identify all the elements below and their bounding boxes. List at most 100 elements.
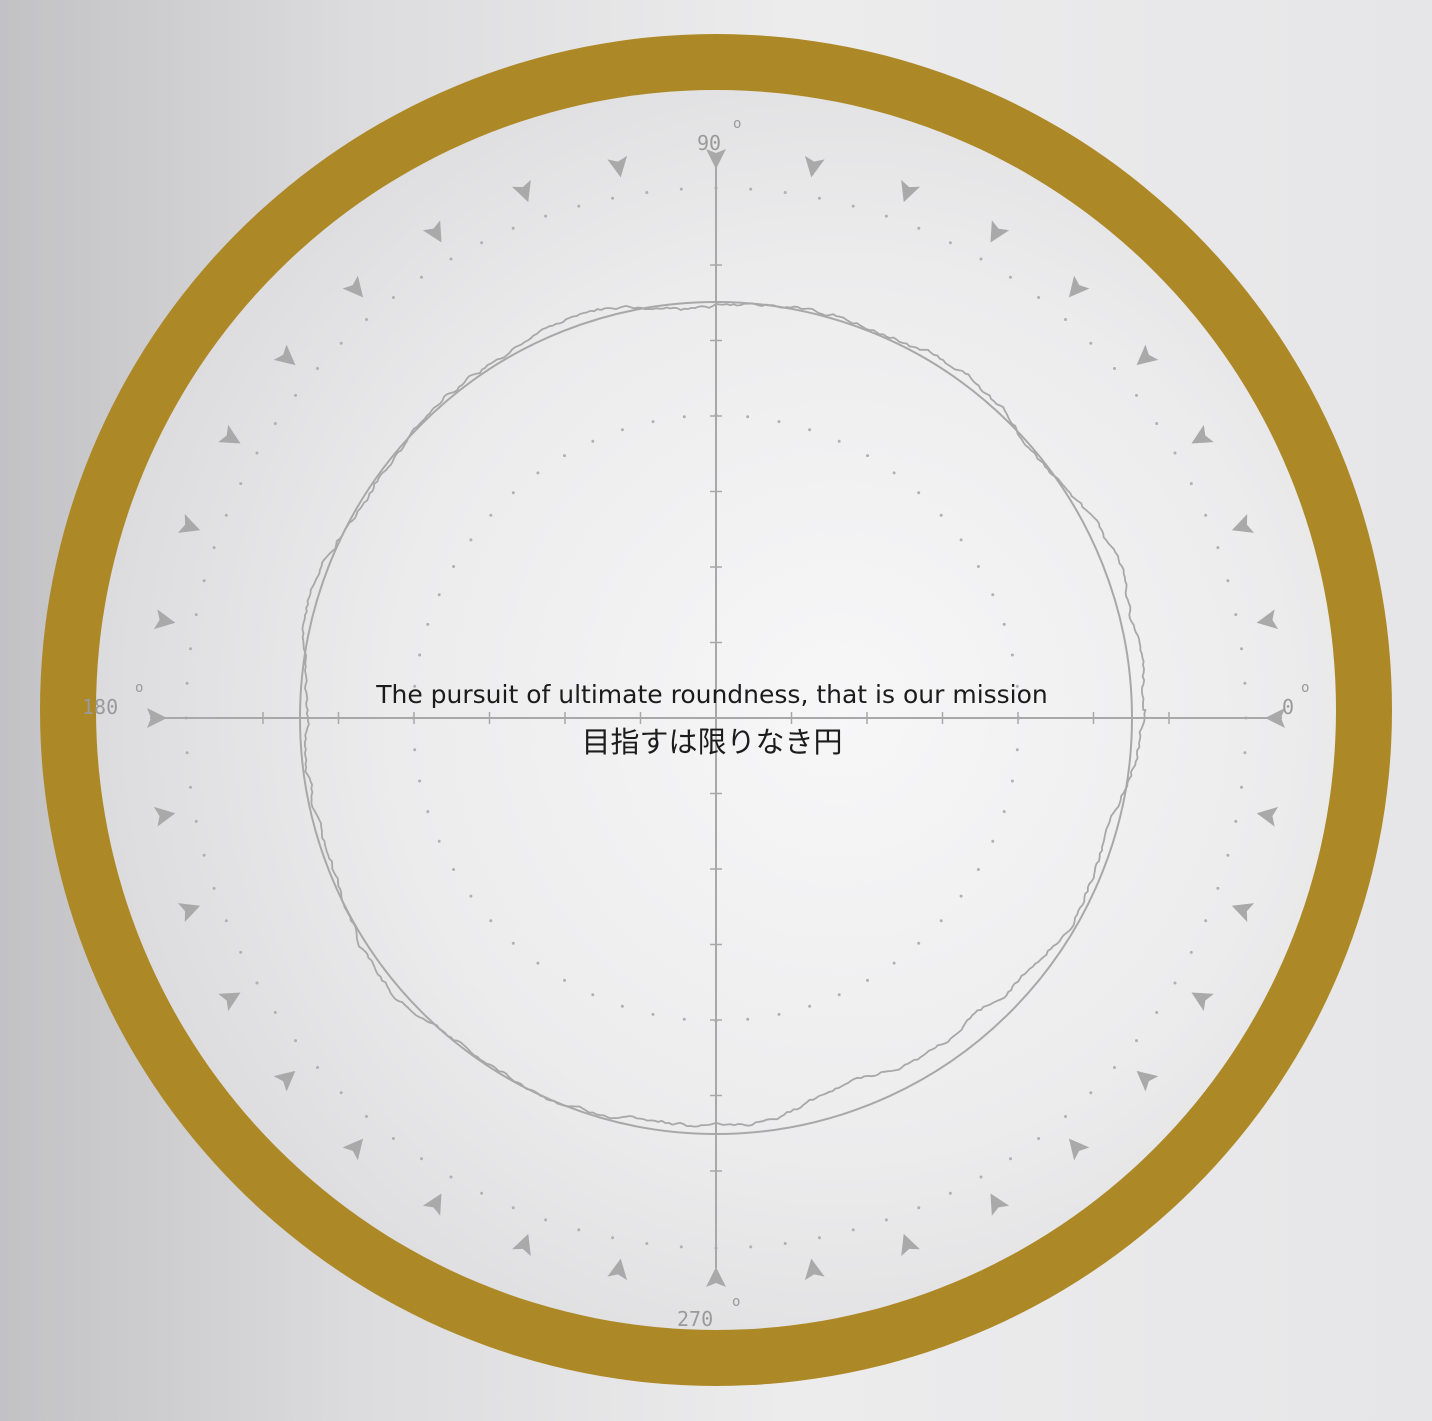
- outer-ring-dot: [645, 191, 649, 194]
- inner-ring-dot: [976, 868, 980, 871]
- inner-ring-dot: [991, 593, 995, 597]
- inner-ring-dot: [976, 565, 980, 568]
- inner-ring-dot: [489, 513, 493, 517]
- triangle-marker-icon: [990, 1193, 1010, 1216]
- inner-ring-dot: [469, 894, 473, 898]
- outer-ring-dot: [1189, 950, 1193, 954]
- outer-ring-dot: [611, 1236, 615, 1240]
- inner-ring-dot: [452, 868, 456, 871]
- triangle-marker-icon: [177, 903, 201, 922]
- triangle-marker-icon: [1256, 806, 1279, 827]
- inner-ring-dot: [939, 919, 943, 923]
- inner-ring-dot: [917, 941, 921, 945]
- inner-ring-dot: [746, 415, 750, 419]
- outer-ring-dot: [1204, 919, 1208, 923]
- mission-english: The pursuit of ultimate roundness, that …: [375, 680, 1048, 709]
- outer-ring-dot: [917, 226, 921, 230]
- outer-ring-dot: [1113, 1066, 1116, 1069]
- triangle-marker-icon: [607, 1258, 628, 1281]
- outer-ring-dot: [783, 191, 787, 194]
- outer-ring-dot: [189, 647, 192, 651]
- inner-ring-dot: [808, 1004, 812, 1008]
- outer-ring-dot: [511, 226, 515, 230]
- triangle-marker-icon: [177, 514, 201, 533]
- outer-ring-dot: [1037, 296, 1041, 299]
- angle-180-text: 180: [82, 695, 118, 719]
- triangle-marker-icon: [1191, 992, 1214, 1012]
- inner-ring-dot: [536, 471, 540, 475]
- triangle-marker-icon: [218, 424, 241, 444]
- outer-ring-dot: [212, 546, 216, 550]
- triangle-marker-icon: [1068, 275, 1090, 298]
- outer-ring-dot: [917, 1206, 921, 1210]
- outer-ring-dot: [420, 275, 423, 279]
- angle-0-text: 0: [1282, 695, 1294, 719]
- outer-ring-dot: [948, 241, 952, 245]
- dotted-reference-rings: [184, 186, 1248, 1250]
- inner-ring-dot: [892, 961, 896, 965]
- outer-ring-dot: [544, 214, 548, 218]
- inner-ring-dot: [418, 779, 422, 783]
- outer-ring-dot: [1113, 367, 1116, 370]
- inner-ring-dot: [426, 810, 430, 814]
- outer-ring-dot: [294, 1039, 297, 1043]
- outer-ring-dot: [1009, 275, 1012, 279]
- inner-ring-dot: [682, 1017, 686, 1021]
- inner-ring-dot: [746, 1017, 750, 1021]
- inner-ring-dot: [489, 919, 493, 923]
- outer-ring-dot: [202, 579, 206, 583]
- axes: [150, 160, 1282, 1268]
- triangle-marker-icon: [1256, 609, 1279, 630]
- angle-label-180: 180 o: [82, 680, 143, 719]
- outer-ring-dot: [1064, 1115, 1067, 1118]
- outer-ring-dot: [749, 187, 753, 191]
- inner-ring-dot: [866, 978, 869, 982]
- outer-ring-dot: [365, 318, 368, 321]
- outer-ring-dot: [185, 751, 189, 755]
- inner-ring-dot: [1010, 779, 1014, 783]
- triangle-marker-icon: [1231, 903, 1255, 922]
- outer-ring-dot: [224, 919, 228, 923]
- inner-ring-dot: [651, 420, 655, 424]
- outer-ring-dot: [1155, 1011, 1159, 1014]
- outer-ring-dot: [577, 204, 581, 208]
- outer-ring-dot: [365, 1115, 368, 1118]
- inner-ring-dot: [437, 593, 441, 597]
- angle-label-270: 270 o: [677, 1294, 740, 1331]
- outer-ring-dot: [1089, 341, 1093, 345]
- degree-symbol: o: [1301, 680, 1309, 696]
- degree-symbol: o: [733, 116, 741, 132]
- triangle-marker-icon: [990, 220, 1010, 243]
- triangle-marker-icon: [804, 155, 825, 178]
- outer-ring-dot: [817, 1236, 821, 1240]
- outer-ring-dot: [391, 1137, 395, 1140]
- outer-ring-dot: [679, 1245, 683, 1249]
- outer-ring-dot: [273, 422, 277, 425]
- outer-ring-dot: [979, 1175, 983, 1179]
- outer-ring-dot: [577, 1228, 581, 1232]
- inner-ring-dot: [563, 978, 566, 982]
- inner-ring-dot: [991, 839, 995, 843]
- outer-ring-dot: [884, 1218, 888, 1222]
- triangle-marker-icon: [1191, 424, 1214, 444]
- inner-ring-dot: [511, 491, 515, 495]
- outer-ring-dot: [194, 819, 198, 823]
- angle-label-0: 0 o: [1282, 680, 1309, 719]
- outer-ring-dot: [1240, 647, 1243, 651]
- outer-ring-dot: [1173, 451, 1177, 455]
- outer-ring-dot: [645, 1242, 649, 1245]
- inner-ring-dot: [1015, 684, 1019, 688]
- outer-ring-dot: [273, 1011, 277, 1014]
- degree-symbol: o: [732, 1294, 740, 1310]
- outer-ring-dot: [202, 853, 206, 857]
- inner-ring-dot: [1015, 748, 1019, 752]
- outer-ring-dot: [420, 1157, 423, 1161]
- inner-ring-dot: [563, 454, 566, 458]
- outer-ring-dot: [783, 1242, 787, 1245]
- outer-ring-dot: [679, 187, 683, 191]
- inner-ring-dot: [413, 684, 417, 688]
- outer-ring-dot: [1135, 1039, 1138, 1043]
- outer-ring-dot: [339, 1091, 343, 1095]
- degree-symbol: o: [135, 680, 143, 696]
- outer-ring-dot: [185, 681, 189, 685]
